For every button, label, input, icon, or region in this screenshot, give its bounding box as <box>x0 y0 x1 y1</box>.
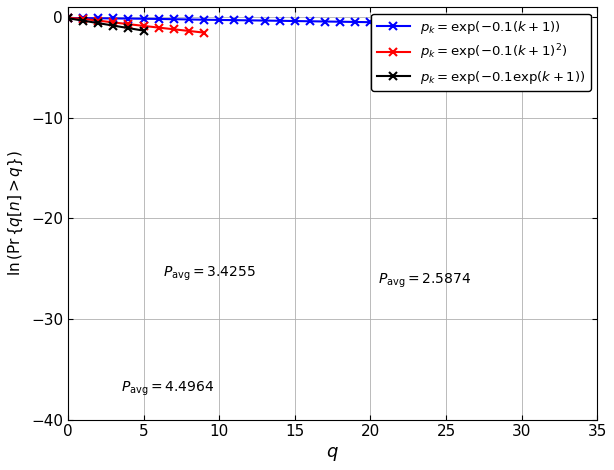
$p_k = \exp(-0.1(k+1))$ <box>443 21 450 26</box>
$p_k = \exp(-0.1(k+1)^2)$ <box>79 16 87 22</box>
$p_k = \exp(-0.1(k+1))$ <box>382 20 389 25</box>
$p_k = \exp(-0.1(k+1)^2)$ <box>140 23 147 29</box>
$p_k = \exp(-0.1(k+1))$ <box>155 16 162 22</box>
$p_k = \exp(-0.1(k+1))$ <box>261 18 268 24</box>
Text: $P_{\mathrm{avg}} = 3.4255$: $P_{\mathrm{avg}} = 3.4255$ <box>163 265 256 283</box>
$p_k = \exp(-0.1\exp(k+1))$ <box>79 18 87 24</box>
$p_k = \exp(-0.1(k+1))$ <box>336 19 344 24</box>
$p_k = \exp(-0.1\exp(k+1))$ <box>95 20 102 26</box>
$p_k = \exp(-0.1(k+1)^2)$ <box>170 26 177 32</box>
$p_k = \exp(-0.1(k+1))$ <box>95 16 102 21</box>
$p_k = \exp(-0.1(k+1))$ <box>216 17 223 23</box>
Line: $p_k = \exp(-0.1(k+1))$: $p_k = \exp(-0.1(k+1))$ <box>64 14 481 28</box>
$p_k = \exp(-0.1(k+1))$ <box>185 16 193 22</box>
Legend: $p_k = \exp(-0.1(k+1))$, $p_k = \exp(-0.1(k+1)^2)$, $p_k = \exp(-0.1\exp(k+1))$: $p_k = \exp(-0.1(k+1))$, $p_k = \exp(-0.… <box>371 14 591 91</box>
$p_k = \exp(-0.1(k+1))$ <box>109 16 117 21</box>
$p_k = \exp(-0.1(k+1))$ <box>79 16 87 21</box>
$p_k = \exp(-0.1(k+1))$ <box>321 19 328 24</box>
$p_k = \exp(-0.1(k+1))$ <box>427 20 435 26</box>
$p_k = \exp(-0.1(k+1))$ <box>457 21 465 26</box>
$p_k = \exp(-0.1\exp(k+1))$ <box>125 25 132 31</box>
$p_k = \exp(-0.1(k+1)^2)$ <box>109 20 117 25</box>
$p_k = \exp(-0.1(k+1))$ <box>231 17 238 23</box>
$p_k = \exp(-0.1(k+1))$ <box>276 18 284 24</box>
$p_k = \exp(-0.1(k+1))$ <box>306 18 314 24</box>
$p_k = \exp(-0.1(k+1)^2)$ <box>185 28 193 34</box>
$p_k = \exp(-0.1(k+1))$ <box>291 18 298 24</box>
$p_k = \exp(-0.1(k+1))$ <box>412 20 419 26</box>
$p_k = \exp(-0.1\exp(k+1))$ <box>64 16 72 21</box>
$p_k = \exp(-0.1(k+1))$ <box>200 17 208 23</box>
Y-axis label: $\ln\left( \Pr\{q[n] > q\} \right)$: $\ln\left( \Pr\{q[n] > q\} \right)$ <box>7 150 25 276</box>
$p_k = \exp(-0.1(k+1)^2)$ <box>95 18 102 24</box>
Line: $p_k = \exp(-0.1(k+1)^2)$: $p_k = \exp(-0.1(k+1)^2)$ <box>64 14 208 37</box>
Text: $P_{\mathrm{avg}} = 2.5874$: $P_{\mathrm{avg}} = 2.5874$ <box>378 272 472 290</box>
$p_k = \exp(-0.1(k+1))$ <box>64 15 72 21</box>
$p_k = \exp(-0.1(k+1))$ <box>397 20 405 25</box>
X-axis label: $q$: $q$ <box>326 445 339 463</box>
$p_k = \exp(-0.1(k+1)^2)$ <box>64 15 72 21</box>
$p_k = \exp(-0.1\exp(k+1))$ <box>109 23 117 28</box>
$p_k = \exp(-0.1(k+1)^2)$ <box>200 30 208 35</box>
$p_k = \exp(-0.1(k+1))$ <box>246 17 253 23</box>
$p_k = \exp(-0.1\exp(k+1))$ <box>140 28 147 33</box>
$p_k = \exp(-0.1(k+1))$ <box>170 16 177 22</box>
$p_k = \exp(-0.1(k+1))$ <box>140 16 147 22</box>
$p_k = \exp(-0.1(k+1)^2)$ <box>125 21 132 27</box>
$p_k = \exp(-0.1(k+1))$ <box>352 19 359 25</box>
Text: $P_{\mathrm{avg}} = 4.4964$: $P_{\mathrm{avg}} = 4.4964$ <box>121 380 214 398</box>
$p_k = \exp(-0.1(k+1))$ <box>473 21 480 27</box>
$p_k = \exp(-0.1(k+1))$ <box>125 16 132 22</box>
$p_k = \exp(-0.1(k+1)^2)$ <box>155 25 162 31</box>
$p_k = \exp(-0.1(k+1))$ <box>367 19 374 25</box>
Line: $p_k = \exp(-0.1\exp(k+1))$: $p_k = \exp(-0.1\exp(k+1))$ <box>64 14 148 35</box>
